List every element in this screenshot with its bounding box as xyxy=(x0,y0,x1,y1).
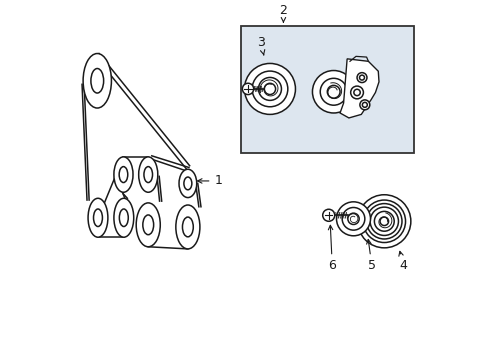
Circle shape xyxy=(252,71,287,107)
Ellipse shape xyxy=(183,177,191,190)
Circle shape xyxy=(244,63,295,114)
Ellipse shape xyxy=(176,205,200,249)
Circle shape xyxy=(258,77,281,100)
Ellipse shape xyxy=(114,198,133,237)
Text: 4: 4 xyxy=(398,251,407,273)
Circle shape xyxy=(379,217,388,225)
Circle shape xyxy=(347,213,359,225)
Circle shape xyxy=(353,89,360,96)
Ellipse shape xyxy=(114,157,133,192)
Circle shape xyxy=(242,83,253,95)
Text: 1: 1 xyxy=(197,175,222,188)
Ellipse shape xyxy=(119,167,127,183)
Ellipse shape xyxy=(139,157,158,192)
Text: 3: 3 xyxy=(256,36,264,55)
Text: 6: 6 xyxy=(327,225,336,273)
Ellipse shape xyxy=(83,54,111,108)
Circle shape xyxy=(374,211,393,231)
Circle shape xyxy=(362,200,405,243)
Circle shape xyxy=(362,102,366,107)
Circle shape xyxy=(320,78,346,105)
Circle shape xyxy=(264,83,275,95)
Polygon shape xyxy=(339,59,378,118)
Circle shape xyxy=(322,209,334,221)
Circle shape xyxy=(359,75,364,80)
Circle shape xyxy=(312,71,354,113)
Circle shape xyxy=(342,207,364,230)
Ellipse shape xyxy=(93,209,102,226)
Ellipse shape xyxy=(182,217,193,237)
Circle shape xyxy=(357,195,410,248)
Circle shape xyxy=(326,85,339,98)
Text: 5: 5 xyxy=(366,239,375,273)
Circle shape xyxy=(336,202,370,236)
Ellipse shape xyxy=(91,68,103,93)
Circle shape xyxy=(356,73,366,82)
Ellipse shape xyxy=(88,198,108,237)
Bar xyxy=(241,26,413,153)
Circle shape xyxy=(366,204,401,239)
Ellipse shape xyxy=(142,215,153,235)
Ellipse shape xyxy=(119,209,128,226)
Text: 2: 2 xyxy=(279,4,287,17)
Circle shape xyxy=(369,207,398,235)
Ellipse shape xyxy=(179,169,196,198)
Circle shape xyxy=(359,100,369,110)
Ellipse shape xyxy=(143,167,152,183)
Circle shape xyxy=(350,86,363,99)
Ellipse shape xyxy=(136,203,160,247)
